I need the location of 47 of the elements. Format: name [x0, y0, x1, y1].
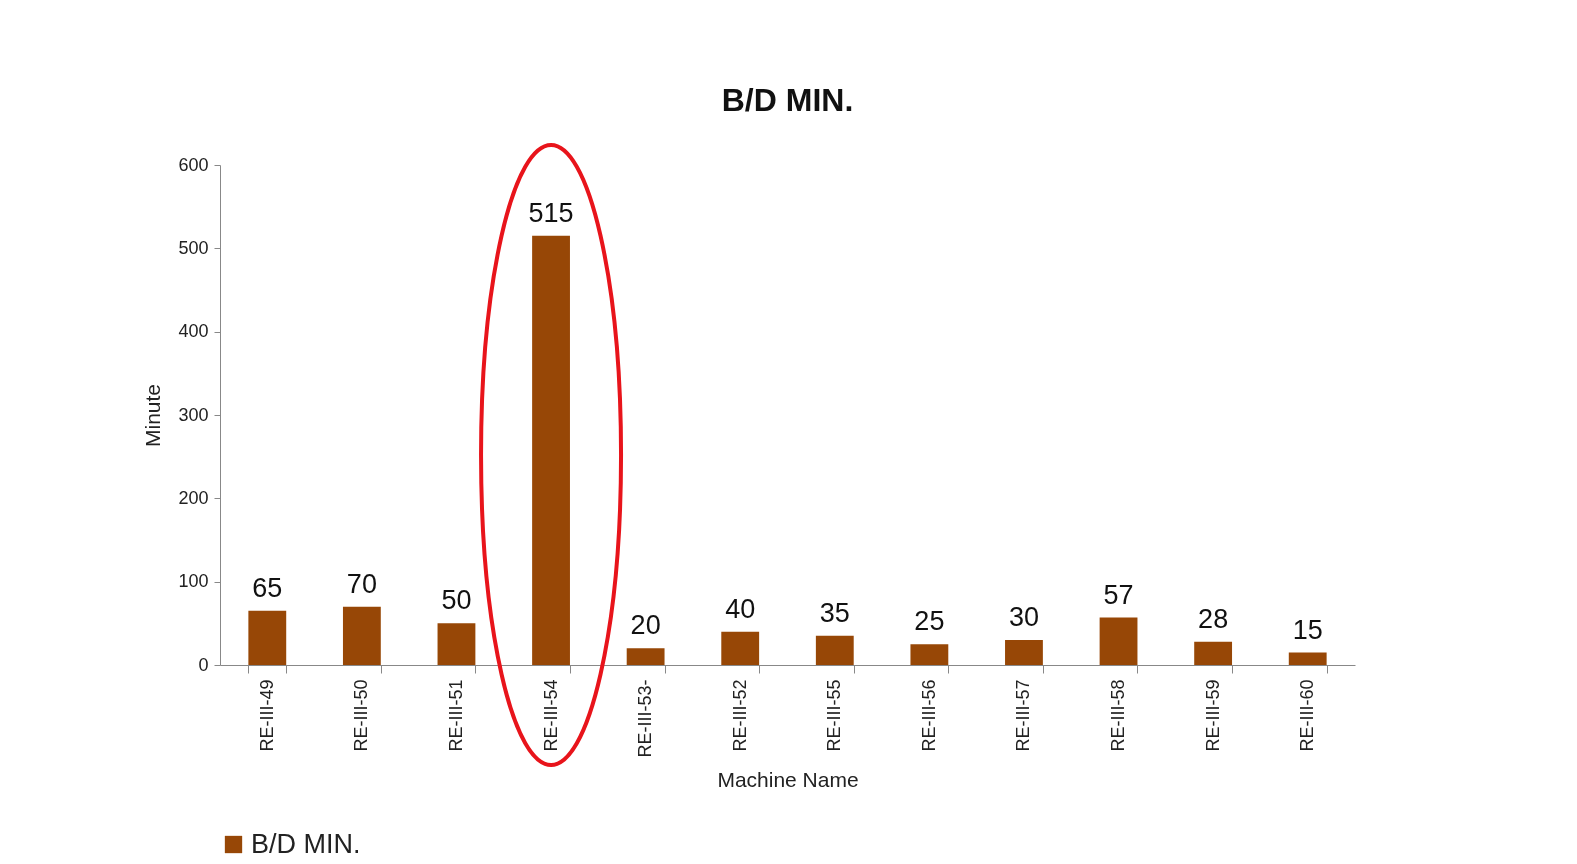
y-tick-label: 500	[178, 237, 209, 258]
x-tick-label: RE-III-55	[824, 679, 845, 752]
data-label: 35	[819, 597, 850, 628]
x-tick-label: RE-III-52	[729, 679, 750, 752]
data-label: 20	[630, 610, 661, 641]
x-tick-label: RE-III-54	[540, 679, 561, 752]
x-tick-label: RE-III-60	[1297, 679, 1318, 752]
data-label: 25	[914, 606, 945, 637]
y-axis-title: Minute	[141, 383, 165, 448]
data-label: 40	[725, 593, 756, 624]
x-tick-label: RE-III-56	[918, 679, 939, 752]
bar	[342, 606, 381, 665]
bar	[626, 648, 665, 665]
y-tick-label: 400	[178, 321, 209, 342]
y-tick-label: 100	[178, 571, 209, 592]
x-axis-title: Machine Name	[717, 767, 859, 791]
bar	[248, 610, 287, 665]
chart-title: B/D MIN.	[721, 82, 854, 118]
data-label: 28	[1198, 603, 1229, 634]
data-label: 50	[441, 585, 472, 616]
x-tick-label: RE-III-49	[256, 679, 277, 752]
bar	[1005, 640, 1043, 665]
y-tick-label: 0	[198, 654, 209, 675]
bar	[721, 631, 760, 665]
bar	[910, 644, 949, 665]
bar	[532, 235, 570, 665]
bar	[437, 623, 476, 665]
x-tick-label: RE-III-50	[351, 679, 372, 752]
data-label: 57	[1103, 579, 1134, 610]
y-tick-label: 300	[178, 404, 209, 425]
x-tick-label: RE-III-59	[1202, 679, 1223, 752]
y-tick-label: 600	[178, 154, 209, 175]
x-tick-label: RE-III-57	[1013, 679, 1034, 752]
x-tick-label: RE-III-51	[445, 679, 466, 752]
bar	[1288, 652, 1327, 665]
data-label: 70	[346, 568, 377, 599]
x-tick-label: RE-III-53-	[635, 679, 656, 758]
y-tick-label: 200	[178, 487, 209, 508]
bar	[815, 635, 854, 665]
legend-label: B/D MIN.	[251, 828, 361, 859]
data-label: 15	[1292, 614, 1323, 645]
data-label: 65	[252, 572, 283, 603]
data-label: 30	[1008, 602, 1039, 632]
x-tick-label: RE-III-58	[1108, 679, 1129, 752]
data-label: 515	[528, 197, 574, 228]
bar	[1099, 617, 1138, 665]
bar	[1194, 641, 1233, 665]
